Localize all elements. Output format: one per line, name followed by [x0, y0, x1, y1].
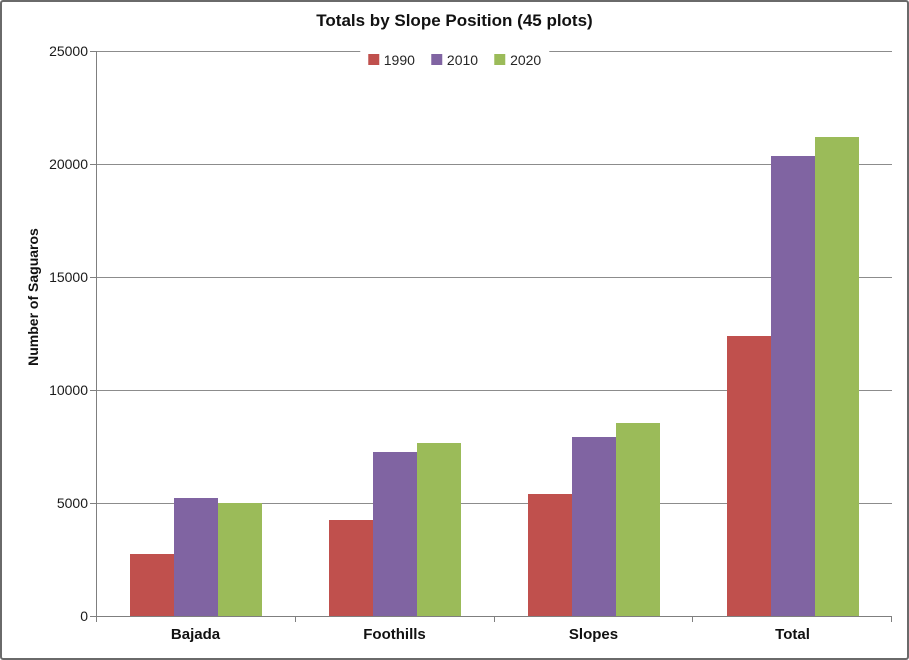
gridline-20000 [97, 164, 892, 165]
x-category-label-foothills: Foothills [363, 626, 426, 643]
legend-item-2020: 2020 [494, 53, 541, 67]
bar-group-bajada [97, 51, 296, 616]
y-tick-label-25000: 25000 [49, 43, 88, 59]
legend-label-2010: 2010 [446, 51, 479, 68]
bar-2020-foothills [417, 443, 462, 616]
x-tick-mark-2 [493, 616, 495, 622]
chart-title: Totals by Slope Position (45 plots) [316, 11, 593, 30]
bar-1990-total [726, 335, 771, 616]
y-tick-label-5000: 5000 [56, 495, 88, 511]
y-tick-mark-15000 [90, 277, 96, 278]
bar-2010-total [770, 156, 815, 616]
plot-area [90, 51, 892, 622]
bar-2020-total [814, 136, 859, 616]
x-tick-mark-4 [891, 616, 892, 622]
bar-2020-slopes [615, 422, 660, 616]
y-tick-mark-5000 [90, 503, 96, 504]
bar-2010-foothills [373, 452, 418, 616]
y-tick-mark-20000 [90, 164, 96, 165]
bar-2020-bajada [218, 503, 263, 616]
legend-swatch-icon [430, 54, 442, 65]
legend-label-2020: 2020 [510, 51, 542, 68]
legend-item-1990: 1990 [367, 51, 415, 68]
y-tick-label-10000: 10000 [49, 382, 88, 398]
legend-swatch-icon [367, 54, 379, 65]
bar-2010-bajada [174, 498, 219, 616]
legend: 1990 2010 2020 [359, 50, 550, 69]
bar-1990-slopes [527, 493, 572, 616]
x-axis-category-labels: Bajada Foothills Slopes Total [96, 626, 892, 643]
y-tick-mark-25000 [90, 51, 96, 52]
bar-group-slopes [495, 51, 694, 616]
y-tick-label-20000: 20000 [49, 156, 88, 172]
x-category-label-bajada: Bajada [170, 626, 221, 643]
y-axis-tick-labels: 0 5000 10000 15000 20000 25000 [2, 43, 88, 624]
y-tick-mark-0 [90, 616, 96, 617]
gridline-10000 [97, 390, 892, 391]
x-tick-mark-0 [96, 616, 97, 622]
gridline-5000 [97, 503, 892, 504]
x-category-label-slopes: Slopes [568, 626, 619, 643]
bar-groups [97, 51, 892, 616]
x-category-label-total: Total [775, 626, 810, 643]
x-tick-mark-1 [294, 616, 296, 622]
legend-label-1990: 1990 [383, 51, 415, 68]
y-tick-label-0: 0 [80, 608, 88, 624]
bar-1990-foothills [329, 519, 374, 616]
bar-group-foothills [296, 51, 495, 616]
y-tick-label-15000: 15000 [49, 269, 88, 285]
bar-1990-bajada [130, 553, 175, 616]
legend-swatch-icon [494, 54, 506, 65]
legend-item-2010: 2010 [430, 51, 479, 68]
gridline-15000 [97, 277, 892, 278]
bar-2010-slopes [571, 437, 616, 616]
x-tick-mark-3 [692, 616, 694, 622]
bar-group-total [693, 51, 892, 616]
y-tick-mark-10000 [90, 390, 96, 391]
